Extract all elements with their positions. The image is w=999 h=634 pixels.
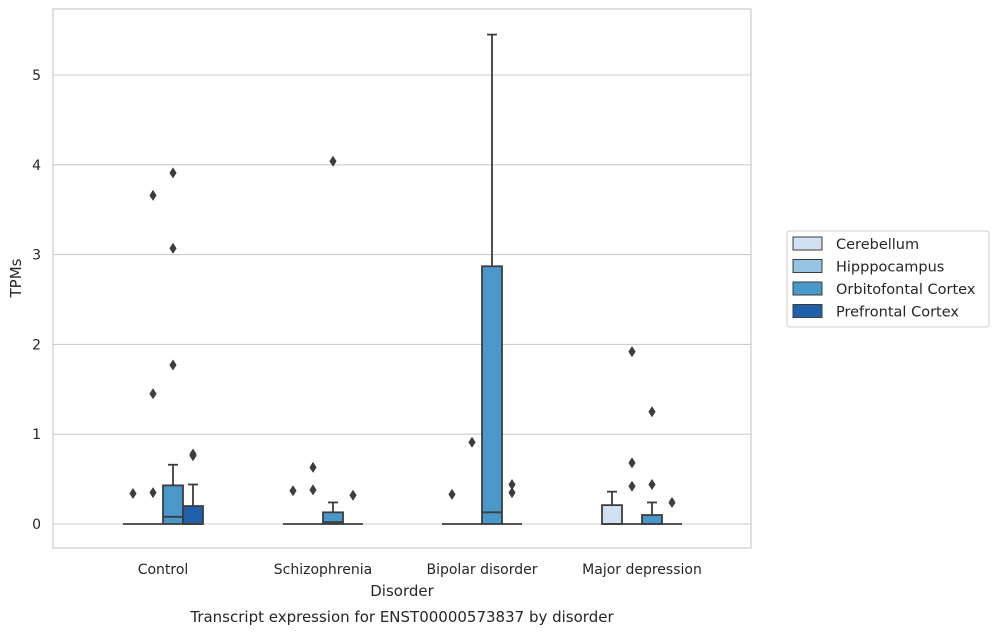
y-axis-label: TPMs <box>7 258 25 298</box>
chart-caption: Transcript expression for ENST0000057383… <box>189 608 614 626</box>
box-body <box>322 511 344 525</box>
y-tick-label: 3 <box>32 248 41 264</box>
outlier-point <box>648 478 656 490</box>
outlier-point <box>289 485 297 497</box>
outlier-point <box>628 457 636 469</box>
outlier-point <box>628 480 636 492</box>
outlier-point <box>149 189 157 201</box>
y-tick-label: 0 <box>32 517 41 533</box>
y-tick-label: 2 <box>32 337 41 353</box>
box-body <box>641 514 663 525</box>
outlier-point <box>508 478 516 490</box>
outlier-point <box>169 359 177 371</box>
outlier-point <box>169 167 177 179</box>
y-tick-label: 4 <box>32 158 41 174</box>
legend-swatch <box>792 281 823 296</box>
box-orbitofontal-cortex <box>641 501 663 525</box>
box-orbitofontal-cortex <box>162 463 184 525</box>
x-tick-label: Schizophrenia <box>274 562 372 578</box>
outlier-point <box>129 487 137 499</box>
legend-swatch <box>792 304 823 318</box>
y-tick-label: 5 <box>32 68 41 84</box>
box-prefrontal-cortex <box>182 483 204 525</box>
x-tick-label: Major depression <box>582 562 702 578</box>
legend-frame <box>786 230 990 328</box>
outliers <box>129 155 676 508</box>
legend: Cerebellum Hipppocampus Orbitofontal Corte… <box>786 230 990 328</box>
plot-area-frame <box>52 8 752 549</box>
gridlines <box>53 74 751 525</box>
outlier-point <box>169 242 177 254</box>
legend-label: Hipppocampus <box>836 260 944 276</box>
legend-label: Orbitofontal Cortex <box>836 282 976 298</box>
boxes <box>123 33 682 525</box>
outlier-point <box>189 448 197 460</box>
y-tick-label: 1 <box>32 427 41 443</box>
outlier-point <box>648 406 656 418</box>
x-tick-label: Bipolar disorder <box>426 562 537 578</box>
legend-swatch <box>792 236 823 251</box>
box-body <box>182 505 204 525</box>
outlier-point <box>349 489 357 501</box>
outlier-point <box>309 484 317 496</box>
y-axis-ticks: 0 1 2 3 4 5 <box>32 68 41 533</box>
legend-swatch <box>792 259 823 273</box>
outlier-point <box>149 487 157 499</box>
outlier-point <box>309 461 317 473</box>
x-axis-ticks: Control Schizophrenia Bipolar disorder Majo… <box>138 562 702 578</box>
box-orbitofontal-cortex <box>481 33 503 525</box>
box-orbitofontal-cortex <box>322 501 344 525</box>
outlier-point <box>508 487 516 499</box>
outlier-point <box>329 155 337 167</box>
legend-label: Prefrontal Cortex <box>836 305 959 321</box>
box-body <box>481 265 503 525</box>
outlier-point <box>448 488 456 500</box>
outlier-point <box>149 388 157 400</box>
box-body <box>162 484 184 525</box>
x-tick-label: Control <box>138 562 189 578</box>
outlier-point <box>668 496 676 508</box>
x-axis-label: Disorder <box>370 582 434 600</box>
box-cerebellum <box>601 490 623 525</box>
outlier-point <box>468 436 476 448</box>
outlier-point <box>628 346 636 358</box>
legend-label: Cerebellum <box>836 237 919 253</box>
box-body <box>601 504 623 525</box>
